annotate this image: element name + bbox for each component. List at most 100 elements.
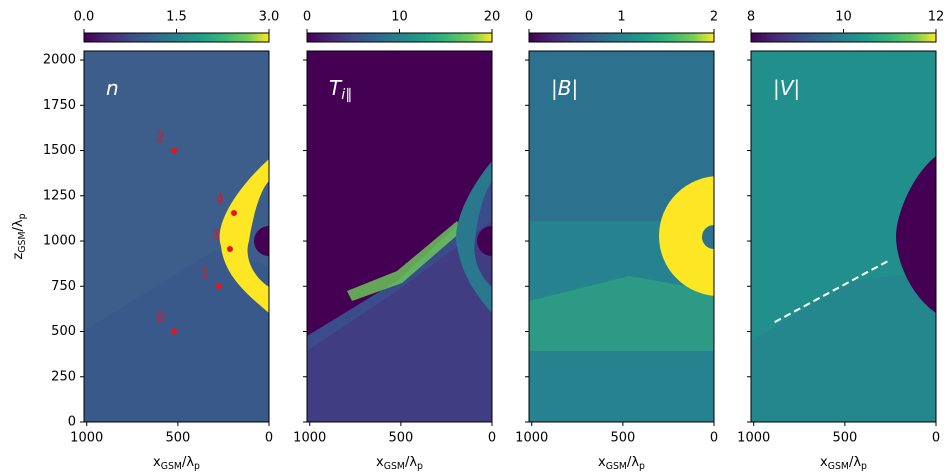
x-tick-label: 1000 (515, 431, 548, 446)
x-tick-label: 500 (610, 431, 635, 446)
field (456, 161, 492, 313)
text-part: GSM (16, 231, 27, 252)
colorbar (750, 32, 937, 43)
field (659, 176, 714, 296)
x-tick-label: 1000 (293, 431, 326, 446)
x-tick-label: 500 (165, 431, 190, 446)
colorbar-tick-label: 0.0 (74, 10, 95, 25)
y-tick-label: 1750 (43, 98, 76, 113)
y-tick-label: 1500 (43, 143, 76, 158)
heatmap (307, 51, 492, 422)
x-axis-label: xGSM/λp (153, 455, 200, 472)
point-label: 3 (212, 228, 220, 243)
text-part: /λ (182, 455, 194, 470)
y-tick-label: 2000 (43, 53, 76, 68)
heatmap (84, 51, 269, 422)
point-label: 2 (156, 130, 164, 145)
heatmap (751, 51, 936, 422)
text-part: GSM (606, 460, 627, 471)
colorbar-tick-label: 20 (484, 10, 501, 25)
text-part: /λ (849, 455, 861, 470)
colorbar-tick-label: 10 (391, 10, 408, 25)
text-part: p (194, 460, 200, 471)
field (254, 226, 269, 256)
text-part: z (11, 253, 26, 260)
y-tick-label: 1250 (43, 188, 76, 203)
colorbar-tick-label: 1.5 (166, 10, 187, 25)
field (347, 221, 462, 301)
text-part: x (820, 455, 828, 470)
x-tick-label: 0 (488, 431, 496, 446)
y-tick-label: 250 (51, 369, 76, 384)
point-label: 0 (156, 311, 164, 326)
marker-point (215, 283, 222, 290)
panel-title: Ti∥ (329, 76, 352, 104)
field (477, 226, 492, 256)
x-tick-label: 0 (710, 431, 718, 446)
colorbar-tick-label: 3.0 (259, 10, 280, 25)
colorbar-tick-label: 10 (835, 10, 852, 25)
y-tick-label: 500 (51, 324, 76, 339)
field (751, 271, 936, 422)
text-part: p (639, 460, 645, 471)
axes-frame (528, 50, 715, 423)
x-tick-label: 1000 (737, 431, 770, 446)
y-tick-label: 0 (68, 415, 76, 430)
text-part: p (417, 460, 423, 471)
x-tick-label: 0 (265, 431, 273, 446)
x-tick-label: 0 (932, 431, 940, 446)
text-part: /λ (627, 455, 639, 470)
text-part: |V| (773, 76, 800, 100)
field (84, 251, 269, 422)
field (307, 221, 492, 422)
y-axis-label: zGSM/λp (11, 213, 28, 259)
field (219, 159, 269, 313)
text-part: n (106, 76, 119, 100)
colorbar (528, 32, 715, 43)
text-part: p (16, 213, 27, 219)
colorbar-tick-label: 0 (525, 10, 533, 25)
colorbar-tick-label: 8 (747, 10, 755, 25)
marker-point (171, 147, 178, 154)
axes-frame (750, 50, 937, 423)
marker-point (231, 209, 238, 216)
x-axis-label: xGSM/λp (598, 455, 645, 472)
text-part: x (598, 455, 606, 470)
x-axis-label: xGSM/λp (376, 455, 423, 472)
text-part: x (153, 455, 161, 470)
colorbar (306, 32, 493, 43)
field (896, 156, 936, 313)
x-axis-label: xGSM/λp (820, 455, 867, 472)
text-part: i∥ (341, 87, 352, 103)
x-tick-label: 500 (832, 431, 857, 446)
axes-frame (306, 50, 493, 423)
text-part: GSM (828, 460, 849, 471)
x-tick-label: 500 (388, 431, 413, 446)
text-part: T (329, 76, 343, 100)
panel-title: |V| (773, 76, 800, 100)
text-part: /λ (405, 455, 417, 470)
axes-frame (83, 50, 270, 423)
field (529, 276, 714, 351)
y-tick-label: 1000 (43, 234, 76, 249)
text-part: p (861, 460, 867, 471)
colorbar-tick-label: 12 (928, 10, 945, 25)
point-label: 4 (216, 192, 224, 207)
x-tick-label: 1000 (70, 431, 103, 446)
y-tick-label: 750 (51, 279, 76, 294)
text-part: |B| (551, 76, 578, 100)
panel-title: |B| (551, 76, 578, 100)
heatmap (529, 51, 714, 422)
text-part: GSM (384, 460, 405, 471)
marker-point (171, 328, 178, 335)
field (702, 225, 714, 249)
colorbar-tick-label: 1 (617, 10, 625, 25)
colorbar-tick-label: 2 (710, 10, 718, 25)
colorbar (83, 32, 270, 43)
text-part: /λ (11, 219, 26, 231)
colorbar-tick-label: 0 (303, 10, 311, 25)
point-label: 1 (201, 266, 209, 281)
text-part: x (376, 455, 384, 470)
marker-point (226, 245, 233, 252)
